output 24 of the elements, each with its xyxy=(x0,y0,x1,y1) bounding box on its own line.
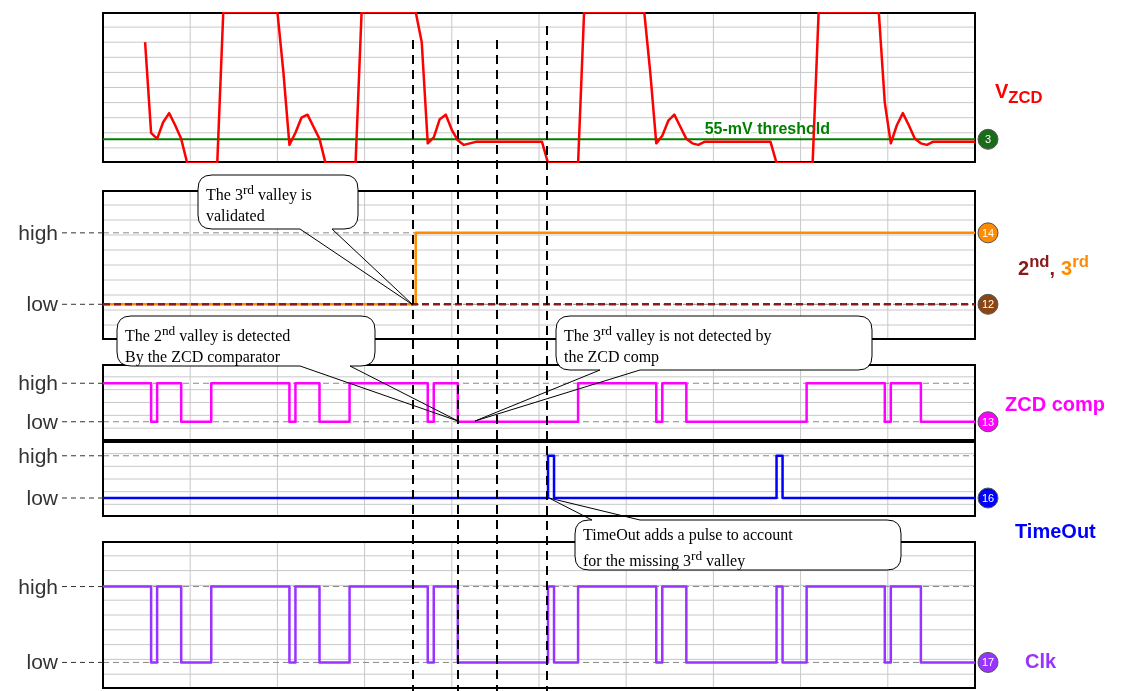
text: The 3$^{rd}$ valley is not detected by the ZCD comp xyxy=(564,322,773,368)
text: 14 xyxy=(981,226,995,239)
text: low xyxy=(26,409,59,433)
text: high xyxy=(18,443,58,467)
legend-label: Clk xyxy=(1025,650,1057,672)
text: low xyxy=(26,486,59,509)
text: The 3$^{rd}$ valley is validated xyxy=(206,181,313,227)
text: TimeOut xyxy=(1015,520,1096,542)
text: 17 xyxy=(981,656,995,669)
text: 16 xyxy=(981,492,995,504)
text: TimeOut adds a pulse to account for the missing 3$^{rd}$ valley xyxy=(583,525,794,572)
text: 2$^{nd}$, xyxy=(1018,252,1056,279)
text: V$_{ZCD}$ xyxy=(995,80,1043,107)
text: low xyxy=(26,292,59,316)
text: 12 xyxy=(981,298,995,311)
text: high xyxy=(18,574,58,598)
text: low xyxy=(26,650,59,674)
series-label: ZCD comp xyxy=(1005,393,1105,415)
text: 3$^{rd}$ xyxy=(1061,252,1089,279)
text: 13 xyxy=(981,415,995,428)
text: high xyxy=(18,371,58,395)
text: The 2$^{nd}$ valley is detected By the ZCD comparator xyxy=(125,322,292,368)
text: high xyxy=(18,220,58,244)
text: 3 xyxy=(984,133,992,146)
